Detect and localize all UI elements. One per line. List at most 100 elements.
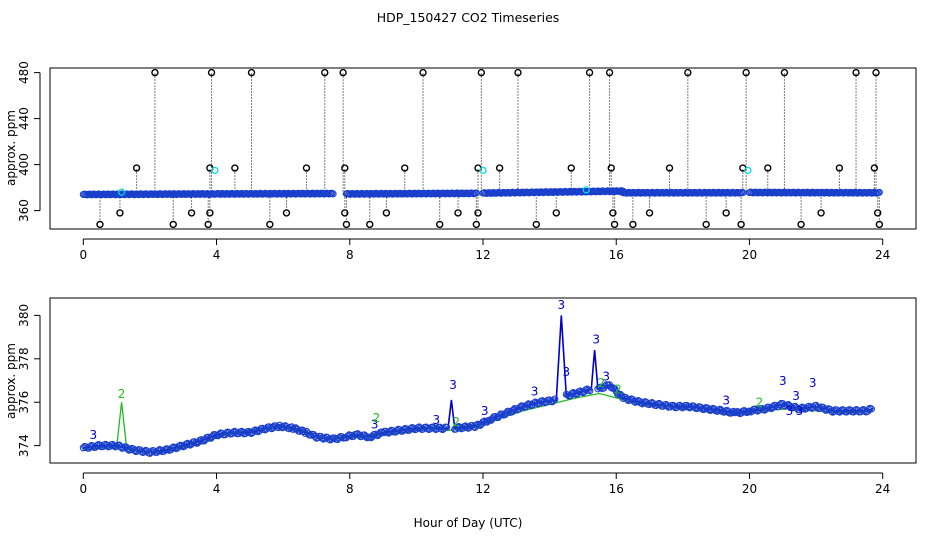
top-outlier-point xyxy=(875,220,884,228)
top-outlier-point xyxy=(722,209,730,217)
bottom-sample-point xyxy=(307,431,315,439)
bottom-x-tick-label: 20 xyxy=(742,482,757,496)
bottom-flag-marker: 3 xyxy=(531,385,539,399)
bottom-flag-marker: 2 xyxy=(453,415,461,429)
top-cyan-point xyxy=(479,166,487,175)
bottom-flag-marker: 3 xyxy=(89,428,97,442)
bottom-y-tick-label: 376 xyxy=(17,391,31,414)
top-outlier-point xyxy=(797,220,805,228)
bottom-flag-marker: 3 xyxy=(557,298,565,312)
top-outlier-point xyxy=(702,220,710,228)
top-outlier-point xyxy=(552,209,560,217)
bottom-y-tick-label: 380 xyxy=(17,304,31,327)
bottom-y-tick-label: 374 xyxy=(17,434,31,457)
bottom-sample-point xyxy=(498,410,506,418)
bottom-sample-point xyxy=(505,407,513,415)
bottom-sample-point xyxy=(732,408,740,417)
top-outlier-point xyxy=(609,209,617,217)
top-outlier-point xyxy=(872,69,880,77)
top-outlier-point xyxy=(207,69,216,77)
top-outlier-point xyxy=(187,209,196,217)
top-outlier-point xyxy=(231,164,239,172)
top-outlier-point xyxy=(870,164,879,172)
bottom-x-tick-label: 16 xyxy=(609,482,624,496)
top-plot-area xyxy=(79,69,884,228)
bottom-sample-point xyxy=(443,423,451,431)
top-outlier-point xyxy=(266,220,274,228)
top-plot-frame xyxy=(49,67,917,230)
top-x-tick-label: 8 xyxy=(346,248,354,262)
bottom-flag-marker: 2 xyxy=(614,383,622,397)
bottom-plot-frame xyxy=(49,297,917,464)
top-outlier-point xyxy=(684,69,692,77)
top-outlier-point xyxy=(436,220,444,228)
top-cyan-point xyxy=(582,186,590,194)
top-cyan-point xyxy=(117,188,126,196)
bottom-sample-point xyxy=(571,389,579,397)
top-panel: 0 4 8 12 16 20 24 360 400 440 480 approx. ppm xyxy=(4,61,917,262)
bottom-sample-point xyxy=(823,406,831,414)
top-outlier-point xyxy=(247,69,256,77)
bottom-sample-point xyxy=(300,428,308,436)
top-outlier-point xyxy=(495,164,504,172)
top-outlier-point xyxy=(401,164,409,172)
bottom-sample-point xyxy=(171,444,179,452)
top-outlier-point xyxy=(341,164,349,172)
bottom-x-tick-label: 24 xyxy=(875,482,890,496)
bottom-flag-marker: 3 xyxy=(796,404,804,418)
bottom-x-axis: 0 4 8 12 16 20 24 xyxy=(79,472,890,496)
bottom-flag-marker: 3 xyxy=(722,393,730,407)
top-outlier-point xyxy=(206,209,214,217)
top-outlier-point xyxy=(645,209,654,217)
top-outlier-point xyxy=(742,69,750,77)
bottom-flag-marker: 3 xyxy=(562,365,570,379)
bottom-x-tick-label: 12 xyxy=(475,482,490,496)
bottom-flag-marker: 3 xyxy=(592,333,600,347)
figure-title: HDP_150427 CO2 Timeseries xyxy=(377,10,560,25)
bottom-flag-marker: 3 xyxy=(433,413,441,427)
bottom-x-tick-label: 8 xyxy=(346,482,354,496)
top-x-tick-label: 0 xyxy=(79,248,87,262)
bottom-x-tick-label: 4 xyxy=(213,482,221,496)
bottom-flag-marker: 3 xyxy=(779,374,787,388)
bottom-sample-point xyxy=(246,428,254,437)
top-baseline-point xyxy=(739,189,747,197)
top-outlier-point xyxy=(366,220,374,228)
top-outlier-point xyxy=(282,209,291,217)
top-x-tick-label: 12 xyxy=(475,248,490,262)
top-outlier-point xyxy=(132,164,141,172)
bottom-flag-marker: 3 xyxy=(481,404,489,418)
top-outlier-point xyxy=(341,209,349,217)
bottom-sample-point xyxy=(607,383,615,391)
top-outlier-point xyxy=(607,164,615,172)
top-outlier-point xyxy=(585,69,594,77)
bottom-flag-marker: 3 xyxy=(786,404,794,418)
top-outlier-point xyxy=(764,164,772,172)
top-baseline-point xyxy=(875,188,883,196)
top-outlier-point xyxy=(419,69,427,77)
bottom-flag-marker: 3 xyxy=(602,370,610,384)
bottom-sample-point xyxy=(526,401,534,409)
top-outlier-point xyxy=(605,69,614,77)
top-outlier-point xyxy=(169,220,177,228)
top-y-axis-label: approx. ppm xyxy=(4,110,18,186)
top-outlier-point xyxy=(204,220,212,228)
top-x-tick-label: 4 xyxy=(213,248,221,262)
top-baseline-point xyxy=(329,190,337,198)
top-outlier-point xyxy=(737,220,745,228)
bottom-flag-marker: 3 xyxy=(449,378,457,392)
top-outlier-point xyxy=(852,69,860,77)
bottom-series-line-flag3 xyxy=(83,315,873,453)
bottom-flag-marker: 3 xyxy=(792,389,800,403)
top-x-tick-label: 20 xyxy=(742,248,757,262)
bottom-flag-marker: 3 xyxy=(809,376,817,390)
top-outlier-point xyxy=(454,209,462,217)
top-outlier-point xyxy=(472,220,481,228)
top-outlier-point xyxy=(532,220,540,228)
top-outlier-point xyxy=(96,220,104,228)
top-cyan-point xyxy=(211,166,219,175)
bottom-sample-point xyxy=(741,408,750,416)
bottom-y-tick-label: 378 xyxy=(17,347,31,370)
bottom-flag-marker: 2 xyxy=(756,396,764,410)
